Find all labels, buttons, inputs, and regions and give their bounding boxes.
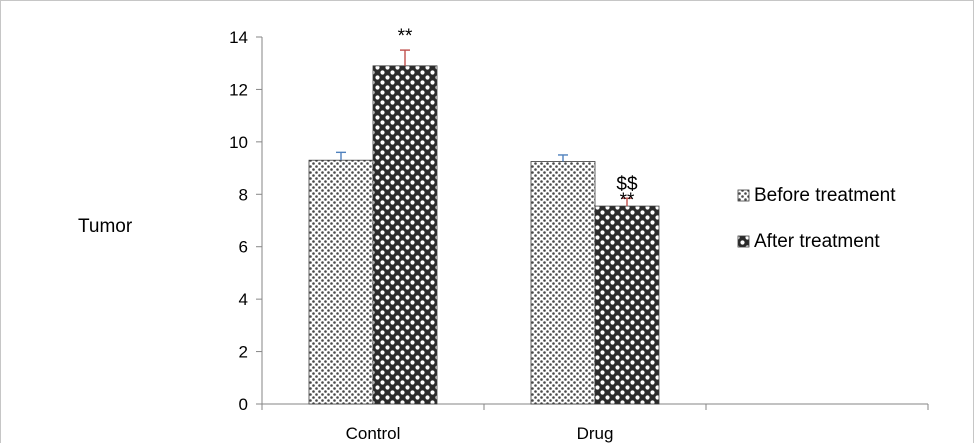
y-tick-label: 4	[239, 290, 248, 309]
y-tick-label: 0	[239, 395, 248, 414]
legend-swatch-before	[737, 189, 750, 202]
y-tick-label: 14	[229, 28, 248, 47]
category-label-drug: Drug	[577, 424, 614, 443]
bar-drug-after	[594, 205, 660, 405]
legend-label-before: Before treatment	[754, 185, 896, 206]
y-tick-label: 6	[239, 238, 248, 257]
significance-label: $$	[616, 174, 638, 195]
legend-label-after: After treatment	[754, 231, 880, 252]
bar-drug-before	[530, 161, 596, 405]
y-tick-label: 2	[239, 343, 248, 362]
bar-control-after	[372, 65, 438, 405]
significance-label: **	[620, 190, 635, 211]
y-tick-label: 10	[229, 133, 248, 152]
y-tick-label: 12	[229, 80, 248, 99]
y-tick-label: 8	[239, 185, 248, 204]
legend-swatch-after	[737, 235, 750, 248]
significance-label: **	[398, 26, 413, 47]
category-label-control: Control	[346, 424, 401, 443]
y-axis-label: Tumor	[78, 216, 133, 237]
bar-control-before	[308, 159, 374, 405]
